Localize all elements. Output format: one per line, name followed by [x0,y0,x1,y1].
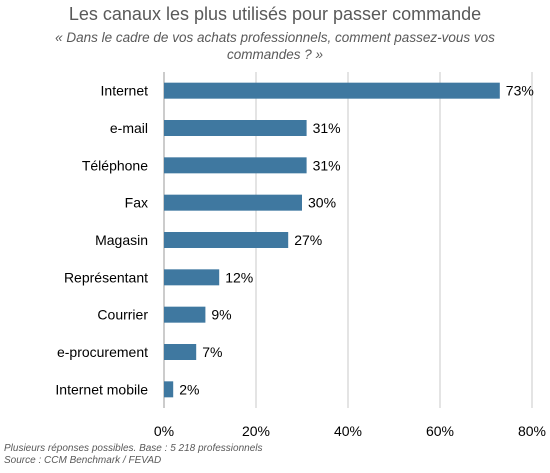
bar [164,194,302,211]
value-label: 27% [294,232,322,248]
value-label: 31% [313,120,341,136]
bars [164,82,500,398]
value-label: 30% [308,195,336,211]
x-tick-label: 80% [518,423,546,439]
x-tick-label: 0% [154,423,174,439]
x-axis-tick-labels: 0% 20% 40% 60% 80% [154,423,546,439]
category-label: e-procurement [57,344,148,360]
bar [164,269,220,286]
footnote-base: Plusieurs réponses possibles. Base : 5 2… [4,443,263,454]
category-label: Téléphone [82,157,148,173]
x-tick-label: 60% [426,423,454,439]
x-tick-label: 20% [242,423,270,439]
value-label: 7% [202,344,222,360]
footnote: Plusieurs réponses possibles. Base : 5 2… [4,443,262,467]
bar [164,306,206,323]
bar [164,82,500,99]
bar [164,157,307,174]
category-label: Courrier [97,307,148,323]
value-label: 31% [313,157,341,173]
value-label: 12% [225,269,253,285]
category-label: Internet [101,83,149,99]
x-tick-label: 40% [334,423,362,439]
value-label: 2% [179,381,199,397]
value-label: 73% [506,83,534,99]
footnote-source: Source : CCM Benchmark / FEVAD [4,455,162,466]
value-labels: 73% 31% 31% 30% 27% 12% 9% 7% 2% [179,83,534,398]
category-label: Fax [125,195,148,211]
chart-subtitle: « Dans le cadre de vos achats profession… [55,30,495,62]
chart-title: Les canaux les plus utilisés pour passer… [68,4,482,24]
bar [164,120,307,136]
category-label: e-mail [110,120,148,136]
category-label: Magasin [95,232,148,248]
category-label: Internet mobile [55,381,148,397]
bar [164,232,289,248]
category-label: Représentant [64,269,148,285]
category-labels: Internet e-mail Téléphone Fax Magasin Représe… [55,83,148,398]
bar [164,344,197,360]
bar [164,381,174,398]
value-label: 9% [211,307,231,323]
